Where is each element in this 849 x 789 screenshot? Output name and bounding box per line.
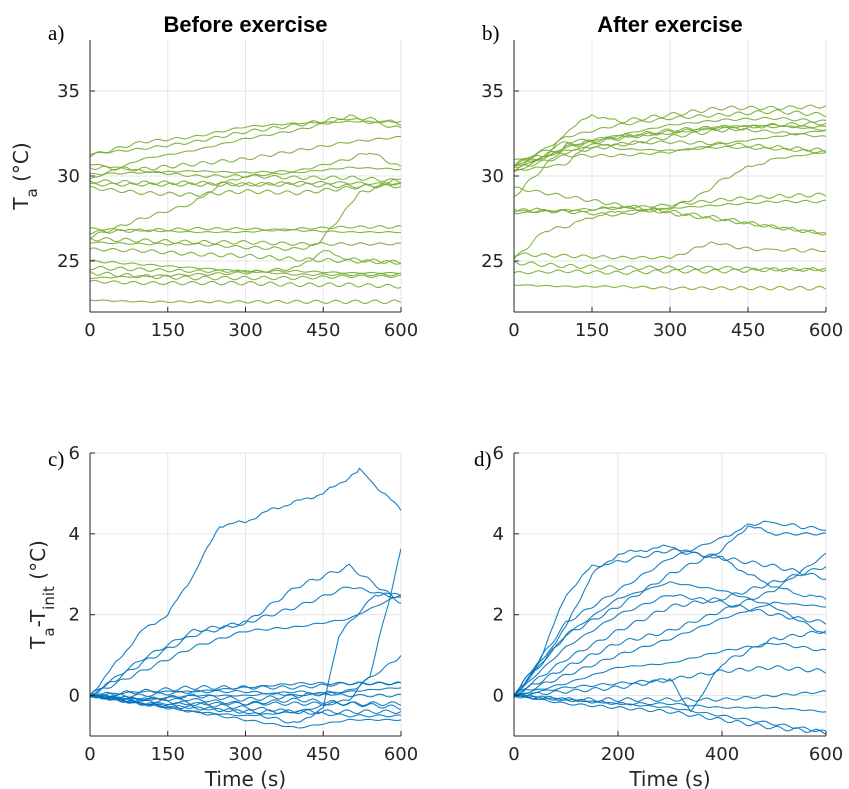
x-tick-label: 300 bbox=[228, 320, 262, 341]
y-axis-label: Ta-Tinit (°C) bbox=[26, 540, 58, 650]
y-tick-label: 2 bbox=[69, 605, 80, 626]
x-tick-label: 450 bbox=[306, 744, 340, 765]
x-tick-label: 150 bbox=[151, 744, 185, 765]
panel-label: c) bbox=[48, 447, 64, 471]
x-tick-label: 300 bbox=[228, 744, 262, 765]
x-tick-label: 0 bbox=[508, 320, 519, 341]
y-tick-label: 6 bbox=[493, 443, 504, 464]
panel-label: d) bbox=[474, 447, 492, 471]
y-tick-label: 0 bbox=[493, 686, 504, 707]
y-tick-label: 35 bbox=[57, 81, 80, 102]
y-tick-label: 30 bbox=[481, 166, 504, 187]
y-axis-label: Ta (°C) bbox=[9, 142, 41, 210]
panel-b: 0 150 300 450 600 25 30 35 b) After exercise bbox=[481, 12, 843, 341]
x-tick-label: 600 bbox=[809, 744, 843, 765]
x-tick-label: 150 bbox=[575, 320, 609, 341]
series-line-d-7 bbox=[514, 553, 826, 694]
y-tick-label: 6 bbox=[69, 443, 80, 464]
series-line-d-13 bbox=[514, 695, 826, 713]
x-tick-label: 0 bbox=[84, 744, 95, 765]
panel-a: 0 150 300 450 600 25 30 35 a) Before exercise Ta (… bbox=[9, 12, 418, 341]
series-line-d-3 bbox=[514, 521, 826, 697]
y-tick-label: 30 bbox=[57, 166, 80, 187]
y-tick-label: 2 bbox=[493, 605, 504, 626]
x-tick-label: 0 bbox=[508, 744, 519, 765]
x-tick-label: 450 bbox=[731, 320, 765, 341]
series-group bbox=[514, 521, 826, 734]
y-tick-label: 4 bbox=[69, 524, 80, 545]
x-tick-label: 150 bbox=[151, 320, 185, 341]
panel-label: a) bbox=[48, 21, 64, 45]
x-tick-label: 600 bbox=[384, 744, 418, 765]
series-line-d-15 bbox=[514, 696, 826, 734]
series-line-d-1 bbox=[514, 549, 826, 696]
x-tick-label: 600 bbox=[384, 320, 418, 341]
series-line-d-8 bbox=[514, 602, 826, 697]
y-tick-label: 25 bbox=[481, 251, 504, 272]
chart-title: After exercise bbox=[597, 12, 743, 37]
y-tick-label: 25 bbox=[57, 251, 80, 272]
x-tick-label: 0 bbox=[84, 320, 95, 341]
x-tick-label: 300 bbox=[653, 320, 687, 341]
panel-label: b) bbox=[482, 21, 500, 45]
panel-d: 0 200 400 600 0 2 4 6d) Time (s) bbox=[474, 443, 843, 789]
panel-c: 0 150 300 450 600 0 2 4 6c) Time (s) Ta-Tinit (°C) bbox=[26, 443, 418, 789]
y-tick-label: 35 bbox=[481, 81, 504, 102]
x-tick-label: 400 bbox=[705, 744, 739, 765]
x-axis-label: Time (s) bbox=[628, 767, 710, 789]
x-tick-label: 600 bbox=[809, 320, 843, 341]
x-tick-label: 200 bbox=[601, 744, 635, 765]
x-axis-label: Time (s) bbox=[204, 767, 286, 789]
chart-title: Before exercise bbox=[164, 12, 328, 37]
x-tick-label: 450 bbox=[306, 320, 340, 341]
y-tick-label: 0 bbox=[69, 686, 80, 707]
y-tick-label: 4 bbox=[493, 524, 504, 545]
